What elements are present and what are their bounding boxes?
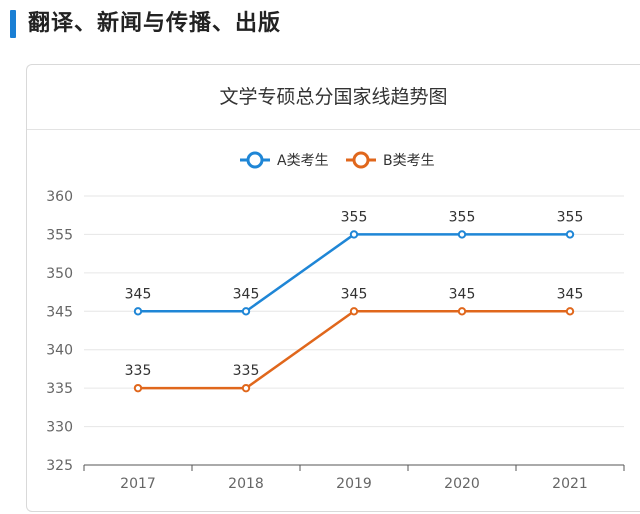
data-label: 355 xyxy=(449,209,476,225)
y-tick-label: 345 xyxy=(46,304,73,320)
data-point xyxy=(241,307,251,316)
chart-card: 文学专硕总分国家线趋势图 xyxy=(26,64,640,512)
y-tick-label: 340 xyxy=(46,343,73,359)
data-point xyxy=(565,230,575,239)
section-accent-bar xyxy=(10,10,16,38)
data-point xyxy=(457,307,467,316)
section-title: 翻译、新闻与传播、出版 xyxy=(28,11,282,36)
data-point xyxy=(241,383,251,393)
x-tick-label: 2019 xyxy=(336,476,372,492)
legend-label: A类考生 xyxy=(277,153,329,169)
legend-swatch-marker xyxy=(246,151,264,169)
y-tick-label: 325 xyxy=(46,458,73,474)
data-label: 355 xyxy=(557,209,584,225)
section-header: 翻译、新闻与传播、出版 xyxy=(0,0,640,50)
data-label: 355 xyxy=(341,209,368,225)
data-label: 345 xyxy=(233,286,260,302)
legend-label: B类考生 xyxy=(383,153,435,169)
x-tick-label: 2020 xyxy=(444,476,480,492)
y-tick-label: 330 xyxy=(46,420,73,436)
data-label: 345 xyxy=(449,286,476,302)
chart-title: 文学专硕总分国家线趋势图 xyxy=(219,86,448,108)
data-label: 345 xyxy=(557,286,584,302)
data-label: 335 xyxy=(233,363,260,379)
chart-title-bar: 文学专硕总分国家线趋势图 xyxy=(27,65,640,130)
data-point xyxy=(349,307,359,316)
data-point xyxy=(457,230,467,239)
data-point xyxy=(133,307,143,316)
legend-swatch-marker xyxy=(352,151,370,169)
y-tick-label: 360 xyxy=(46,189,73,205)
data-point xyxy=(133,383,143,393)
data-label: 345 xyxy=(125,286,152,302)
y-tick-label: 355 xyxy=(46,227,73,243)
data-point xyxy=(349,230,359,239)
y-tick-label: 350 xyxy=(46,266,73,282)
x-tick-label: 2018 xyxy=(228,476,264,492)
data-label: 335 xyxy=(125,363,152,379)
y-tick-label: 335 xyxy=(46,381,73,397)
x-tick-label: 2017 xyxy=(120,476,156,492)
data-label: 345 xyxy=(341,286,368,302)
data-point xyxy=(565,307,575,316)
x-tick-label: 2021 xyxy=(552,476,588,492)
